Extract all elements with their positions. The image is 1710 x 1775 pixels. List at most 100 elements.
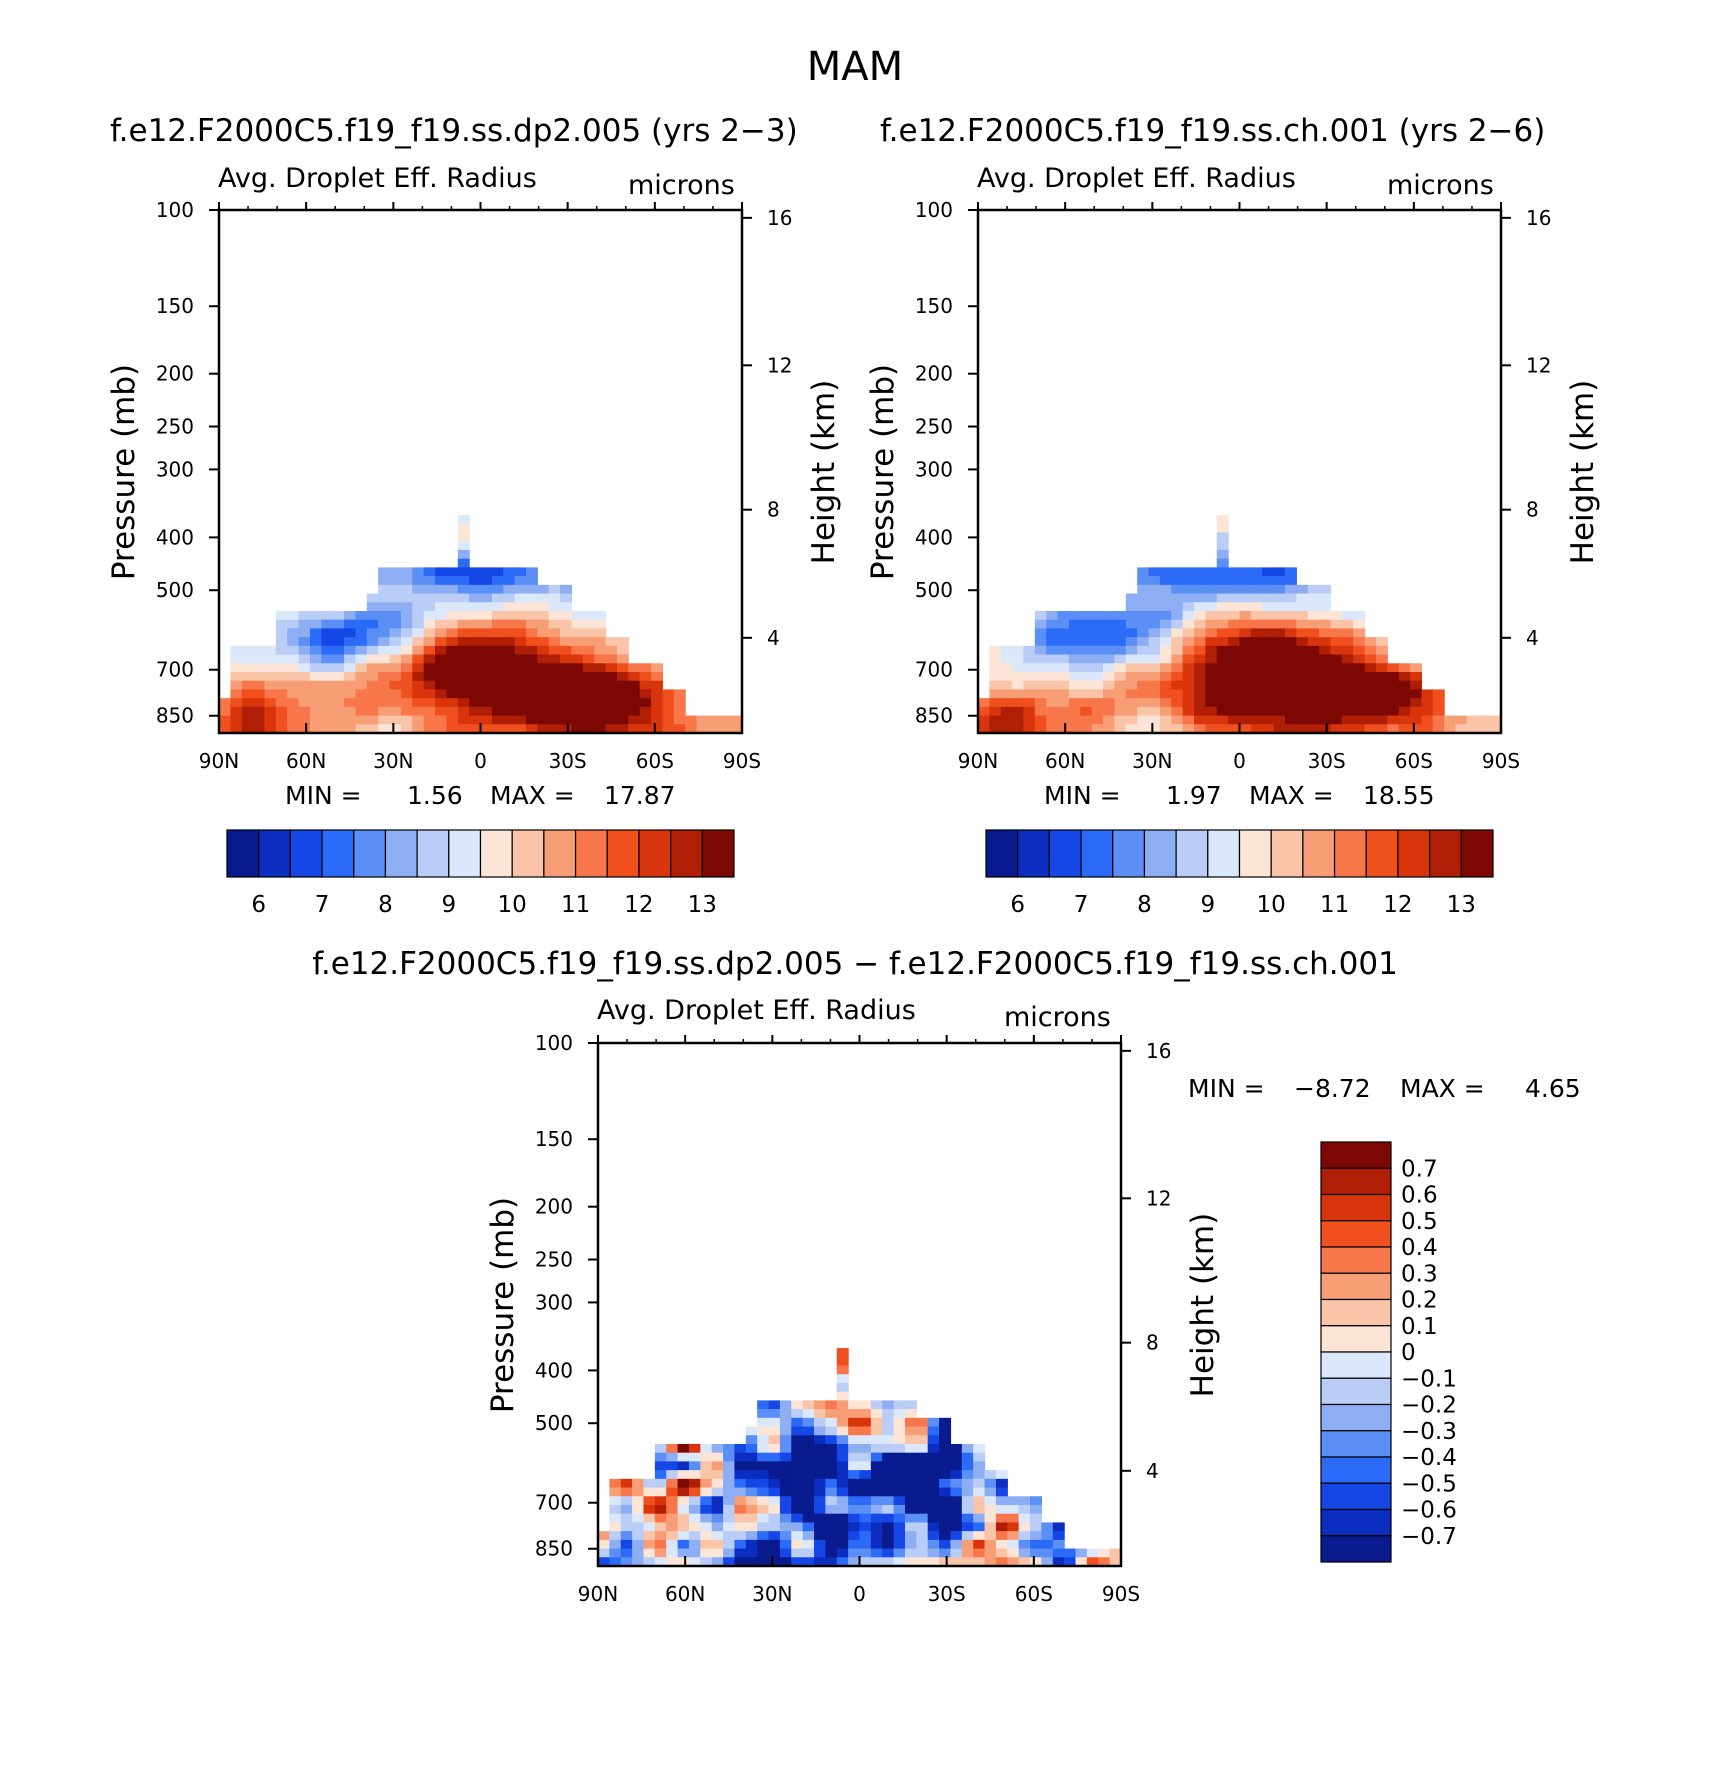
panel-b-field-cell [1148, 637, 1161, 647]
panel-a-y2-tick-label: 4 [767, 626, 780, 650]
panel-c-field-cell [848, 1496, 861, 1506]
panel-b-field-cell [1421, 706, 1434, 717]
panel-c-field-cell [779, 1513, 792, 1524]
panel-a-field-cell [469, 567, 482, 577]
panel-b-field-cell [1148, 645, 1161, 656]
panel-c-field-cell [620, 1513, 633, 1524]
panel-c-field-cell [950, 1522, 963, 1532]
panel-b-field-cell [1228, 610, 1241, 621]
panel-a-field-cell [469, 645, 482, 656]
panel-a-field-cell [525, 628, 538, 638]
panel-c-field-cell [950, 1487, 963, 1497]
panel-a-field-cell [537, 584, 550, 595]
panel-a-field-cell [548, 663, 561, 673]
panel-a-field-cell [480, 671, 493, 682]
panel-b-field-cell [1216, 628, 1229, 638]
panel-a-field-cell [707, 724, 720, 734]
panel-a-field-cell [389, 584, 402, 595]
panel-a-field-cell [651, 706, 664, 717]
panel-c-field-cell [904, 1531, 917, 1541]
panel-a-field-cell [616, 637, 629, 647]
panel-c-field-cell [688, 1531, 701, 1541]
panel-c-y2-tick-label: 8 [1146, 1331, 1159, 1355]
panel-a-field-cell [400, 619, 413, 629]
panel-c-field-cell [688, 1478, 701, 1489]
panel-b-field-cell [1057, 715, 1070, 725]
panel-b-field-cell [1103, 706, 1116, 717]
panel-b-field-cell [1398, 689, 1411, 699]
panel-b-colorbar-label: 12 [1383, 892, 1412, 918]
panel-a-field-cell [571, 619, 584, 629]
panel-c-field-cell [927, 1539, 940, 1550]
panel-b-field-cell [1012, 663, 1025, 673]
panel-c-field-cell [859, 1548, 872, 1558]
panel-b-field-cell [1330, 628, 1343, 638]
panel-b-field-cell [1091, 706, 1104, 717]
panel-a-field-cell [253, 724, 266, 734]
panel-a-field-cell [378, 715, 391, 725]
panel-a-field-cell [548, 724, 561, 734]
panel-b-field-cell [1262, 584, 1275, 595]
panel-b-x-tick-label: 30N [1132, 749, 1172, 773]
panel-a-field-cell [594, 645, 607, 656]
panel-b-field-cell [1137, 645, 1150, 656]
panel-b-field-cell [1284, 724, 1297, 734]
panel-b-field-cell [1159, 567, 1172, 577]
panel-a-field-cell [366, 706, 379, 717]
panel-b-field-cell [1364, 645, 1377, 656]
panel-c-field-cell [757, 1487, 770, 1497]
panel-a-field-cell [366, 715, 379, 725]
panel-a-field-cell [264, 724, 277, 734]
panel-a-field-cell [548, 628, 561, 638]
panel-a-field-cell [514, 593, 527, 603]
panel-c-field-cell [882, 1557, 895, 1567]
panel-b-field-cell [1307, 724, 1320, 734]
panel-b-field-cell [1216, 567, 1229, 577]
panel-b-field-cell [1478, 724, 1491, 734]
panel-c-field-cell [802, 1443, 815, 1454]
panel-a-field-cell [230, 680, 243, 691]
panel-c-field-cell [825, 1548, 838, 1558]
panel-c-field-cell [711, 1487, 724, 1497]
panel-a-field-cell [446, 671, 459, 682]
panel-a-field-cell [264, 715, 277, 725]
panel-b-field-cell [1273, 663, 1286, 673]
panel-a-field-cell [400, 584, 413, 595]
panel-b-field-cell [1205, 610, 1218, 621]
panel-c-field-cell [632, 1557, 645, 1567]
panel-c-field-cell [939, 1452, 952, 1462]
panel-b-field-cell [1000, 706, 1013, 717]
panel-c-field-cell [961, 1522, 974, 1532]
panel-a-field-cell [616, 706, 629, 717]
panel-b-field-cell [1228, 724, 1241, 734]
panel-c-field-cell [757, 1452, 770, 1462]
panel-c-x-tick-label: 30N [752, 1582, 792, 1606]
panel-c-field-cell [904, 1557, 917, 1567]
panel-c-field-cell [791, 1522, 804, 1532]
panel-b-field-cell [1239, 628, 1252, 638]
panel-b-field-cell [1194, 645, 1206, 656]
panel-b-field-cell [1387, 663, 1400, 673]
panel-c-field-cell [916, 1539, 929, 1550]
panel-b-field-cell [1228, 619, 1241, 629]
panel-c-field-cell [836, 1356, 849, 1367]
panel-a-field-cell [491, 706, 504, 717]
panel-c-field-cell [802, 1435, 815, 1445]
panel-a-field-cell [503, 602, 516, 612]
panel-a-field-cell [446, 706, 459, 717]
panel-c-field-cell [1052, 1522, 1065, 1532]
panel-c-field-cell [723, 1487, 736, 1497]
panel-a-field-cell [491, 628, 504, 638]
panel-a-x-tick-label: 90N [199, 749, 239, 773]
panel-c-field-cell [859, 1531, 872, 1541]
panel-a-field-cell [514, 619, 527, 629]
panel-a-colorbar-label: 9 [441, 892, 456, 918]
panel-b-y-tick-label: 850 [915, 704, 953, 728]
panel-a-field-cell [275, 645, 288, 656]
panel-c-field-cell [939, 1504, 952, 1515]
panel-a-field-cell [696, 724, 709, 734]
panel-a-field-cell [480, 619, 493, 629]
panel-b-field-cell [1114, 645, 1127, 656]
panel-c-field-cell [859, 1539, 872, 1550]
